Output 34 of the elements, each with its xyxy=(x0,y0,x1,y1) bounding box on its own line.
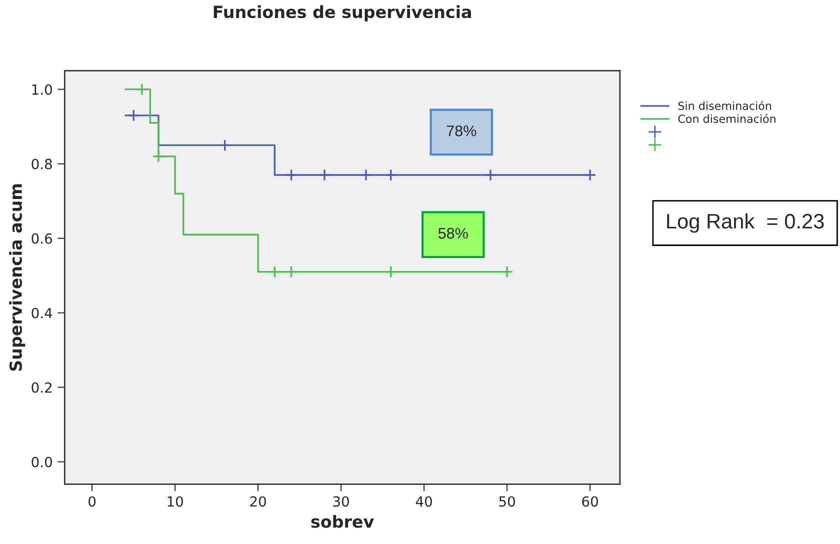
text: Log Rank = 0.23 xyxy=(667,213,824,233)
x-axis-title: sobrev xyxy=(311,514,374,528)
point xyxy=(218,139,232,152)
x-tick-label: 50 xyxy=(499,496,515,507)
point xyxy=(584,168,596,182)
y-tick-label: 0.8 xyxy=(32,158,52,170)
annotation: 58% xyxy=(438,228,468,239)
point xyxy=(285,168,298,182)
point xyxy=(360,168,372,182)
x-tick-label: 10 xyxy=(168,496,183,507)
point xyxy=(484,168,497,182)
legend-label: Sin diseminación xyxy=(678,100,772,110)
annotation: 78% xyxy=(446,125,476,136)
x-tick-label: 40 xyxy=(416,496,432,507)
point xyxy=(136,83,148,96)
x-tick-label: 20 xyxy=(250,496,266,507)
point xyxy=(152,150,165,163)
x-tick-label: 0 xyxy=(88,496,96,507)
point xyxy=(268,266,281,278)
point xyxy=(384,266,398,278)
y-tick-label: 0.4 xyxy=(32,308,52,318)
y-tick-label: 0.6 xyxy=(32,233,52,244)
x-tick-label: 60 xyxy=(582,496,598,507)
x-tick-label: 30 xyxy=(333,496,349,507)
y-tick-label: 0.0 xyxy=(32,456,52,468)
chart-title: Funciones de supervivencia xyxy=(214,5,471,22)
point xyxy=(500,266,514,278)
y-axis-title: Supervivencia acum xyxy=(9,184,26,371)
legend-label: Con diseminación xyxy=(678,114,776,123)
y-tick-label: 1.0 xyxy=(32,84,52,95)
y-tick-label: 0.2 xyxy=(32,382,52,393)
point xyxy=(384,168,398,182)
point xyxy=(318,168,331,182)
point xyxy=(285,266,298,278)
